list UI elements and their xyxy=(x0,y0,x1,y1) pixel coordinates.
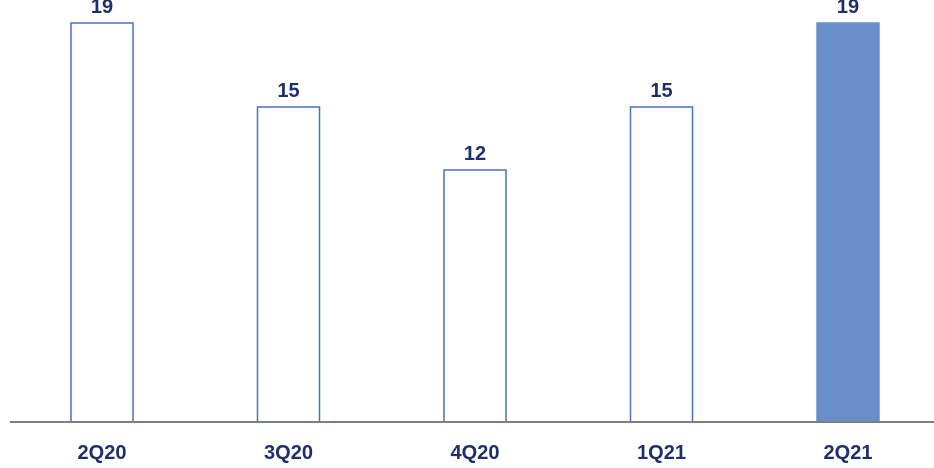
category-label-2Q20: 2Q20 xyxy=(78,442,127,464)
bar-2Q21 xyxy=(816,22,880,423)
category-label-3Q20: 3Q20 xyxy=(264,442,313,464)
category-label-4Q20: 4Q20 xyxy=(451,442,500,464)
category-label-2Q21: 2Q21 xyxy=(824,442,873,464)
bars-layer xyxy=(70,22,880,423)
category-label-1Q21: 1Q21 xyxy=(637,442,686,464)
data-label-3Q20: 15 xyxy=(277,80,299,102)
bar-1Q21 xyxy=(629,106,694,423)
labels-layer: 19 2Q20 15 3Q20 12 4Q20 15 1Q21 19 2Q21 xyxy=(78,0,873,464)
bar-3Q20 xyxy=(256,106,321,423)
data-label-2Q20: 19 xyxy=(91,0,113,18)
bar-4Q20 xyxy=(443,169,507,423)
data-label-1Q21: 15 xyxy=(650,80,672,102)
data-label-4Q20: 12 xyxy=(464,143,486,165)
data-label-2Q21: 19 xyxy=(837,0,859,18)
bar-2Q20 xyxy=(70,22,134,423)
